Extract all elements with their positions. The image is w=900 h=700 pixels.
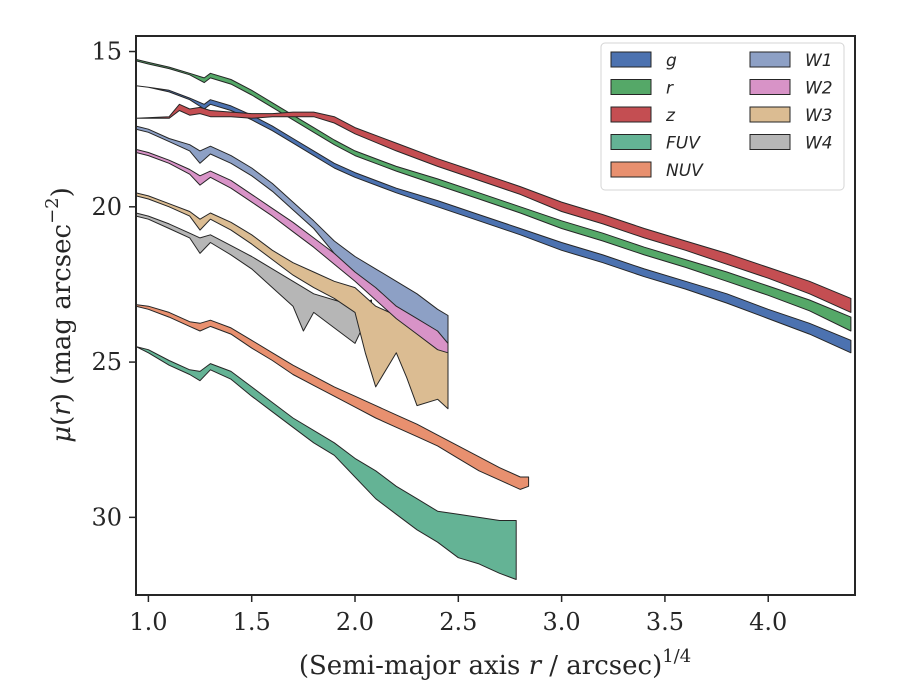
legend-label-w3: W3 xyxy=(805,106,833,126)
series-band-g xyxy=(136,85,852,354)
x-tick-label: 3.0 xyxy=(543,608,581,636)
x-axis-label: (Semi-major axis r / arcsec)1/4 xyxy=(299,646,691,681)
legend-swatch-r xyxy=(610,79,652,95)
y-axis-label-paren: ( xyxy=(47,416,77,426)
series-band-w2 xyxy=(136,148,449,354)
y-tick-label: 15 xyxy=(91,38,122,66)
legend-swatch-g xyxy=(610,51,652,68)
legend-label-r: r xyxy=(666,79,674,99)
legend-label-g: g xyxy=(666,51,677,71)
x-tick-label: 1.5 xyxy=(233,608,271,636)
x-tick-label: 2.5 xyxy=(439,608,477,636)
y-axis-label: μ(r) (mag arcsec−2) xyxy=(42,187,77,443)
legend-swatch-w2 xyxy=(749,79,791,95)
y-tick-label: 30 xyxy=(91,503,122,531)
series-band-w3 xyxy=(136,192,449,410)
legend-label-fuv: FUV xyxy=(666,134,701,154)
legend-swatch-z xyxy=(610,106,652,123)
legend-swatch-fuv xyxy=(610,134,652,150)
y-axis-ticks: 15 20 25 30 xyxy=(91,38,136,531)
series-bands xyxy=(136,58,852,580)
y-axis-label-mu: μ xyxy=(47,426,77,443)
y-axis-label-close: ) xyxy=(47,187,77,197)
legend-label-w2: W2 xyxy=(805,79,833,99)
x-axis-ticks: 1.0 1.5 2.0 2.5 3.0 3.5 4.0 xyxy=(129,595,787,636)
x-tick-label: 3.5 xyxy=(646,608,684,636)
legend-swatch-nuv xyxy=(610,161,652,178)
y-tick-label: 25 xyxy=(91,348,122,376)
series-band-nuv xyxy=(136,304,530,490)
plot-frame xyxy=(135,35,856,596)
x-axis-label-text: (Semi-major axis xyxy=(299,651,529,681)
y-axis-label-rest: ) (mag arcsec xyxy=(47,224,77,403)
x-tick-label: 2.0 xyxy=(336,608,374,636)
legend-label-z: z xyxy=(665,106,676,126)
series-band-z xyxy=(136,103,852,313)
legend-label-w4: W4 xyxy=(805,134,833,154)
y-axis-label-sup: −2 xyxy=(42,197,63,224)
legend: grz FUV NUV W1 W2 W3 W4 xyxy=(600,42,845,191)
series-band-r xyxy=(136,58,852,332)
series-band-w1 xyxy=(136,125,449,344)
y-tick-label: 20 xyxy=(91,193,122,221)
legend-label-nuv: NUV xyxy=(666,161,704,181)
x-tick-label: 4.0 xyxy=(749,608,787,636)
x-axis-label-sup: 1/4 xyxy=(662,646,691,667)
x-axis-label-var: r xyxy=(529,651,543,681)
x-tick-label: 1.0 xyxy=(129,608,167,636)
x-axis-label-rest: / arcsec) xyxy=(541,651,662,681)
legend-swatch-w3 xyxy=(749,106,791,123)
y-axis-label-var: r xyxy=(47,402,77,416)
legend-label-w1: W1 xyxy=(805,51,833,71)
series-band-fuv xyxy=(136,346,517,580)
legend-swatch-w4 xyxy=(749,134,791,150)
legend-swatch-w1 xyxy=(749,51,791,68)
